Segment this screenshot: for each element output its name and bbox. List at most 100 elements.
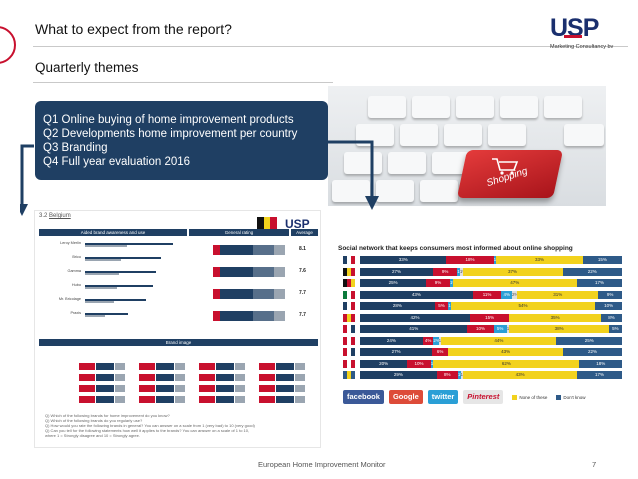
social-segment-go: 9% bbox=[432, 267, 458, 276]
image-table-cell bbox=[259, 385, 275, 392]
image-table-cell bbox=[295, 363, 305, 370]
image-table-cell bbox=[216, 374, 234, 381]
average-head: Average bbox=[291, 229, 318, 236]
social-segment-fb: 20% bbox=[360, 359, 408, 368]
keyboard-key bbox=[444, 124, 482, 146]
keyboard-key bbox=[432, 152, 470, 174]
social-segment-fb: 43% bbox=[360, 290, 473, 299]
social-stacked-bar: 24%4%2%1%44%25% bbox=[360, 336, 622, 345]
social-row: 43%11%4%2%31%9% bbox=[338, 290, 626, 299]
social-stacked-bar: 29%8%1%1%43%17% bbox=[360, 371, 622, 379]
image-table-cell bbox=[156, 396, 174, 403]
keyboard-key bbox=[500, 96, 538, 118]
image-table-cell bbox=[115, 385, 125, 392]
social-segment-fb: 25% bbox=[360, 279, 427, 287]
social-segment-fb: 24% bbox=[360, 336, 423, 345]
thumbnail-section-number: 3.2 bbox=[39, 213, 48, 219]
rating-average: 7.6 bbox=[299, 268, 306, 274]
image-table-cell bbox=[259, 396, 275, 403]
rating-segment bbox=[213, 289, 221, 299]
usage-bar bbox=[85, 315, 106, 317]
social-network-chart: Social network that keeps consumers most… bbox=[338, 245, 626, 410]
rating-segment bbox=[274, 289, 285, 299]
social-segment-go: 10% bbox=[467, 325, 494, 333]
subtitle-divider bbox=[33, 82, 333, 83]
keyboard-key bbox=[412, 96, 450, 118]
quarterly-themes-box: Q1 Online buying of home improvement pro… bbox=[35, 101, 328, 180]
image-table-cell bbox=[276, 385, 294, 392]
keyboard-key bbox=[388, 152, 426, 174]
social-stacked-bar: 42% 15% 35% 8% bbox=[360, 313, 622, 322]
social-segment-dk: 5% bbox=[608, 325, 622, 333]
country-flag-icon bbox=[343, 313, 355, 322]
image-table-cell bbox=[79, 363, 95, 370]
usage-bar bbox=[85, 301, 114, 303]
social-segment-no: 31% bbox=[517, 290, 599, 299]
rating-segment bbox=[252, 267, 275, 277]
image-table-cell bbox=[199, 396, 215, 403]
social-segment-dk: 10% bbox=[595, 302, 622, 310]
image-table-cell bbox=[276, 363, 294, 370]
image-table-cell bbox=[79, 374, 95, 381]
social-segment-fb: 27% bbox=[360, 267, 433, 276]
awareness-panel-head: Aided brand awareness and use bbox=[39, 229, 187, 236]
social-segment-no: 54% bbox=[450, 302, 596, 310]
social-stacked-bar: 27% 6% 43% 22% bbox=[360, 348, 622, 356]
awareness-bar bbox=[85, 257, 161, 259]
social-segment-no: 44% bbox=[441, 336, 557, 345]
country-flag-icon bbox=[343, 359, 355, 368]
social-stacked-bar: 28%5%1%54%10% bbox=[360, 302, 622, 310]
report-thumbnail: 3.2 Belgium USP Aided brand awareness an… bbox=[34, 210, 321, 448]
social-segment-no: 37% bbox=[462, 267, 563, 276]
logo-accent bbox=[564, 35, 582, 38]
legend-none: None of these bbox=[512, 394, 548, 400]
social-segment-no: 35% bbox=[509, 313, 602, 322]
social-segment-tw: 1% bbox=[457, 371, 461, 379]
image-table-cell bbox=[235, 374, 245, 381]
social-stacked-bar: 41%10%5%1%38%5% bbox=[360, 325, 622, 333]
social-row: 28%5%1%54%10% bbox=[338, 302, 626, 310]
title-divider bbox=[33, 46, 628, 47]
rating-segment bbox=[274, 311, 285, 321]
legend-none-label: None of these bbox=[519, 394, 548, 400]
social-segment-go: 4% bbox=[422, 336, 434, 345]
image-table-cell bbox=[156, 374, 174, 381]
social-row: 20%10%1%62%18% bbox=[338, 359, 626, 368]
keyboard-key bbox=[564, 124, 604, 146]
image-table-cell bbox=[115, 374, 125, 381]
social-stacked-bar: 43%11%4%2%31%9% bbox=[360, 290, 622, 299]
accent-arc bbox=[0, 26, 16, 64]
awareness-row: Gamma bbox=[53, 269, 163, 275]
image-table-cell bbox=[139, 396, 155, 403]
google-logo: Google bbox=[388, 390, 423, 404]
country-flag-icon bbox=[343, 348, 355, 356]
image-table-cell bbox=[139, 363, 155, 370]
social-segment-dk: 25% bbox=[556, 336, 622, 345]
footnote-line: Q) How would you rate the following bran… bbox=[45, 423, 255, 428]
image-table-cell bbox=[175, 374, 185, 381]
awareness-brand-label: Hubo bbox=[71, 283, 81, 287]
awareness-brand-label: Leroy Merlin bbox=[60, 241, 81, 245]
awareness-brand-label: Brico bbox=[72, 255, 81, 259]
social-segment-go: 8% bbox=[436, 371, 458, 379]
social-segment-fb: 28% bbox=[360, 302, 435, 310]
social-segment-tw: 5% bbox=[493, 325, 507, 333]
country-flag-icon bbox=[343, 325, 355, 333]
rating-segment bbox=[220, 311, 253, 321]
rating-average: 7.7 bbox=[299, 312, 306, 318]
footnote-line: Q) Which of the following brands do you … bbox=[45, 418, 143, 423]
social-segment-fb: 27% bbox=[360, 348, 433, 356]
usage-bar bbox=[85, 287, 118, 289]
image-table-cell bbox=[235, 385, 245, 392]
legend-swatch-none bbox=[512, 394, 518, 400]
social-row: 41%10%5%1%38%5% bbox=[338, 325, 626, 333]
keyboard-key bbox=[368, 96, 406, 118]
social-segment-tw: 1% bbox=[430, 359, 434, 368]
social-segment-pi: 1% bbox=[460, 371, 464, 379]
rating-segment bbox=[274, 267, 285, 277]
awareness-row: Leroy Merlin bbox=[53, 241, 174, 247]
rating-segment bbox=[213, 311, 221, 321]
social-segment-no: 33% bbox=[496, 256, 583, 264]
theme-q1: Q1 Online buying of home improvement pro… bbox=[43, 114, 294, 126]
social-segment-dk: 8% bbox=[601, 313, 622, 322]
